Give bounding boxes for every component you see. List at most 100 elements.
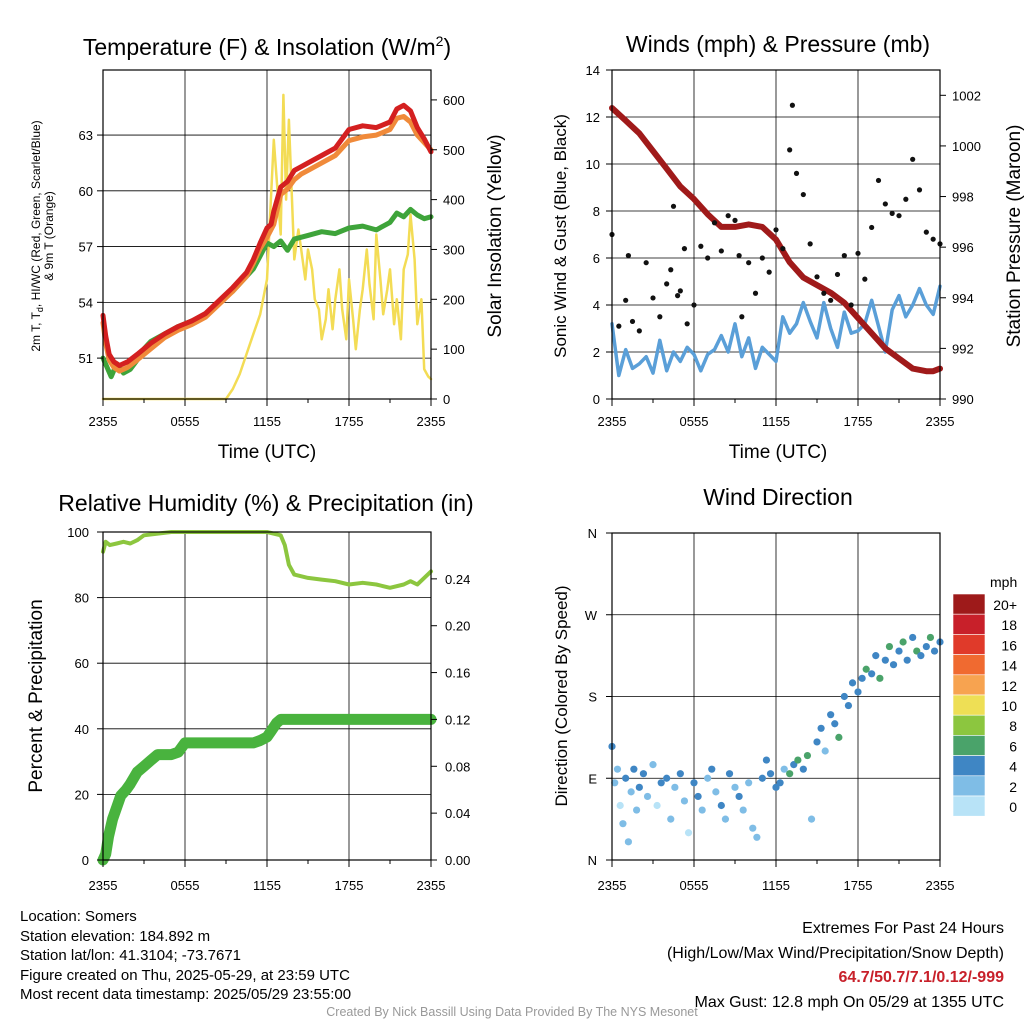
legend-title: mph <box>990 574 1017 590</box>
gust-point <box>875 177 882 184</box>
y-tick-label: 6 <box>593 251 600 266</box>
y-tick-label: 100 <box>67 525 89 540</box>
wind-direction-point <box>694 792 702 801</box>
x-tick-label: 0555 <box>680 878 709 893</box>
y2-tick-label: 990 <box>952 392 974 407</box>
y-tick-label: S <box>588 690 597 705</box>
x-tick-label: 1755 <box>335 414 364 429</box>
gust-point <box>814 274 820 280</box>
x-tick-label: 1155 <box>253 878 281 893</box>
wind-direction-point <box>794 756 802 764</box>
gust-point <box>910 156 916 162</box>
x-tick-label: 2355 <box>598 878 627 893</box>
station-location: Location: Somers <box>20 908 137 925</box>
wind-direction-point <box>868 670 876 678</box>
gust-point <box>800 191 806 198</box>
gust-point <box>684 321 690 327</box>
legend-swatch <box>952 694 986 716</box>
legend-label: 12 <box>1001 678 1017 694</box>
gust-point <box>698 243 704 249</box>
y-tick-label: 8 <box>593 204 600 219</box>
wind-direction-point <box>766 770 775 778</box>
wind-direction-point <box>671 783 679 791</box>
gust-point <box>903 196 909 202</box>
wind-direction-point <box>667 815 675 823</box>
wind-direction-point <box>909 633 917 642</box>
y-tick-label: 40 <box>75 722 89 737</box>
y2-tick-label: 100 <box>443 342 465 357</box>
y-tick-label: W <box>585 608 598 623</box>
gust-point <box>668 267 674 273</box>
y-tick-label: 2 <box>593 345 600 360</box>
gust-point <box>916 187 923 193</box>
wind-direction-point <box>903 656 911 664</box>
temperature-panel-title: Temperature (F) & Insolation (W/m2) <box>83 33 451 60</box>
wind-direction-point <box>745 779 753 787</box>
wind-direction-point <box>611 779 619 787</box>
x-tick-label: 1755 <box>844 878 873 893</box>
gust-point <box>787 147 793 153</box>
gust-point <box>896 213 902 219</box>
wind-direction-point <box>635 783 643 791</box>
wind-direction-point <box>840 692 848 701</box>
x-tick-label: 1155 <box>253 414 281 429</box>
gust-point <box>821 290 827 296</box>
temp-2m-line <box>100 102 434 368</box>
gust-point <box>736 253 742 259</box>
gust-point <box>629 318 636 325</box>
wind-direction-panel: Wind Direction 2355 0555 1155 1755 2355NESWN… <box>552 484 1017 893</box>
wind-direction-point <box>776 779 784 787</box>
y2-tick-label: 0.04 <box>445 806 470 821</box>
y-tick-label: 51 <box>79 351 93 366</box>
y2-tick-label: 300 <box>443 242 465 257</box>
wind-direction-point <box>876 674 884 682</box>
legend-swatch <box>952 795 986 817</box>
gust-point <box>636 328 642 334</box>
wind-direction-point <box>926 633 935 642</box>
y-tick-label: N <box>588 853 597 868</box>
max-gust: Max Gust: 12.8 mph On 05/29 at 1355 UTC <box>694 993 1005 1011</box>
legend-swatch <box>952 674 986 696</box>
wind-direction-point <box>786 770 794 778</box>
legend-swatch <box>952 634 986 655</box>
y-tick-label: 63 <box>79 128 93 143</box>
wind-direction-point <box>922 642 930 651</box>
wind-direction-point <box>684 829 693 837</box>
y2-tick-label: 0.16 <box>445 666 470 681</box>
wind-direction-point <box>858 674 866 682</box>
gust-point <box>718 248 724 254</box>
wind-direction-point <box>731 783 739 791</box>
gust-point <box>862 276 868 282</box>
y-tick-label: 57 <box>79 240 93 255</box>
legend-swatch <box>952 613 986 635</box>
gust-point <box>828 297 834 303</box>
wind-direction-point <box>753 833 761 841</box>
extremes-box: Extremes For Past 24 Hours (High/Low/Max… <box>667 917 1004 1015</box>
gust-point <box>780 246 786 252</box>
wind-direction-point <box>885 642 894 651</box>
y2-tick-label: 0.12 <box>445 712 470 727</box>
wind-direction-point <box>803 751 812 760</box>
winds-panel-title: Winds (mph) & Pressure (mb) <box>626 31 930 57</box>
gust-point <box>664 281 670 287</box>
y2-tick-label: 0.00 <box>445 853 470 868</box>
wind-direction-point <box>881 656 889 664</box>
svg-text:& 9m T (Orange): & 9m T (Orange) <box>42 191 56 281</box>
wind-direction-point <box>749 824 757 832</box>
y2-tick-label: 0 <box>443 392 450 407</box>
station-latlon: Station lat/lon: 41.3104; -73.7671 <box>20 947 242 965</box>
gust-point <box>657 314 663 320</box>
x-tick-label: 2355 <box>89 414 118 429</box>
legend-swatch <box>952 593 986 615</box>
y2-tick-label: 1000 <box>952 139 981 154</box>
wind-direction-point <box>848 679 857 687</box>
gust-point <box>691 302 697 308</box>
wind-direction-point <box>643 792 652 801</box>
wind-direction-point <box>721 815 730 823</box>
gust-point <box>677 288 683 294</box>
wind-direction-point <box>780 765 788 773</box>
recent-data-timestamp: Most recent data timestamp: 2025/05/29 2… <box>20 986 352 1004</box>
gust-point <box>807 241 813 247</box>
temp-9m-line <box>100 114 434 374</box>
